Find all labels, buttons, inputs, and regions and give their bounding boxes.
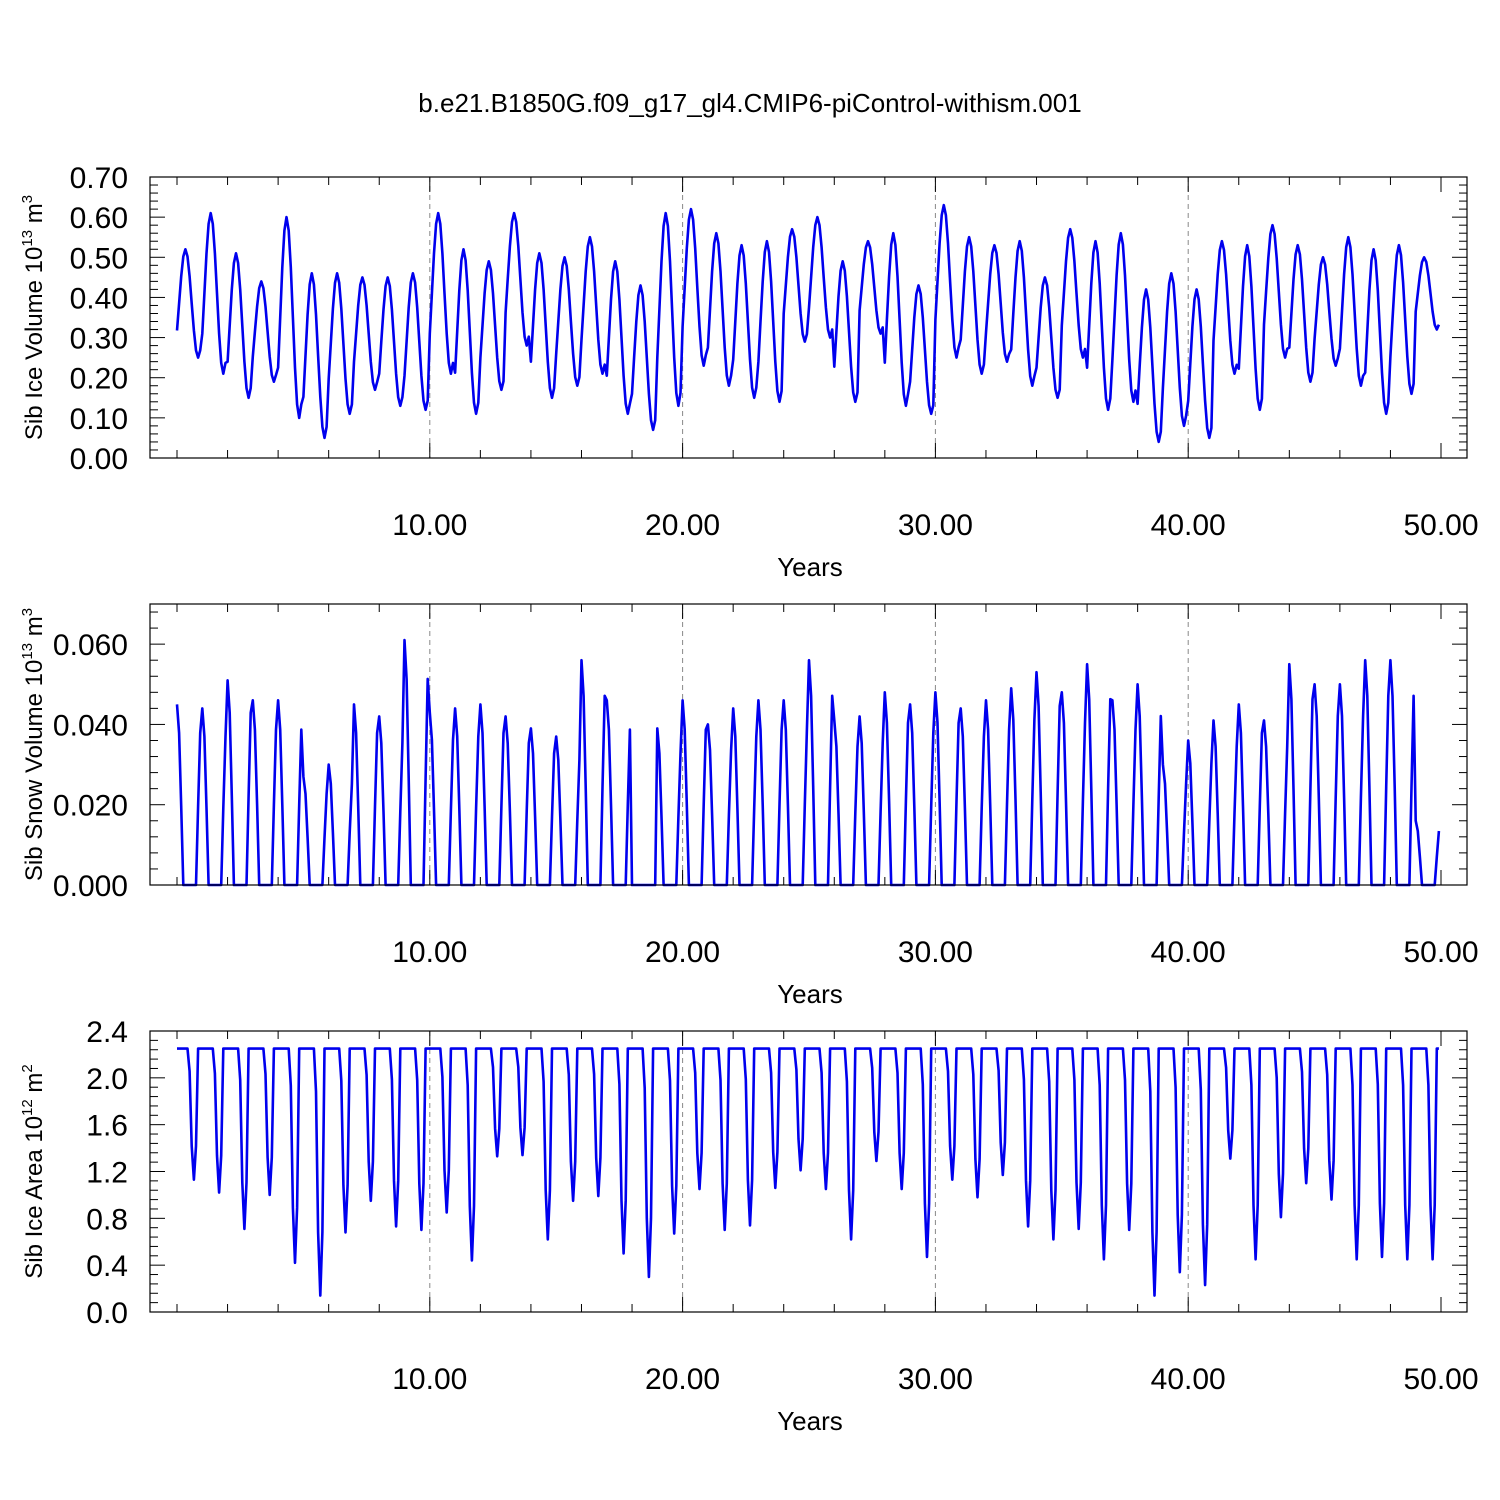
x-tick-label: 30.00 — [898, 509, 973, 542]
panel-1: 0.00 0.10 0.20 0.30 0.40 0.50 0.60 0.70 10.00 20.… — [19, 162, 1479, 582]
x-tick-label: 10.00 — [392, 509, 467, 542]
x-tick-label: 10.00 — [392, 936, 467, 969]
y-tick-label: 0.000 — [53, 870, 128, 903]
x-tick-label: 10.00 — [392, 1363, 467, 1396]
y-tick-label: 0.20 — [70, 363, 128, 396]
x-tick-label: 20.00 — [645, 1363, 720, 1396]
y-tick-label: 0.60 — [70, 202, 128, 235]
x-tick-label: 20.00 — [645, 509, 720, 542]
y-tick-label: 0.30 — [70, 323, 128, 356]
y-tick-label: 0.060 — [53, 629, 128, 662]
x-axis-label: Years — [777, 552, 843, 582]
y-axis-label: Sib Ice Area 1012 m2 — [19, 1064, 48, 1278]
y-tick-label: 0.00 — [70, 443, 128, 476]
y-tick-label: 0.0 — [86, 1297, 128, 1330]
y-axis-label: Sib Snow Volume 1013 m3 — [19, 608, 48, 881]
x-tick-label: 20.00 — [645, 936, 720, 969]
x-axis-label: Years — [777, 979, 843, 1009]
y-tick-label: 1.2 — [86, 1157, 128, 1190]
y-tick-label: 0.70 — [70, 162, 128, 195]
data-series-line — [177, 1047, 1439, 1297]
y-tick-label: 0.040 — [53, 709, 128, 742]
plot-frame — [149, 1030, 1468, 1313]
y-tick-label: 2.4 — [86, 1016, 128, 1049]
y-axis-label: Sib Ice Volume 1013 m3 — [19, 195, 48, 440]
x-tick-label: 50.00 — [1403, 936, 1478, 969]
figure-title: b.e21.B1850G.f09_g17_gl4.CMIP6-piControl… — [418, 88, 1081, 118]
x-tick-label: 30.00 — [898, 1363, 973, 1396]
x-tick-label: 50.00 — [1403, 1363, 1478, 1396]
y-tick-label: 0.50 — [70, 242, 128, 275]
x-tick-label: 40.00 — [1151, 936, 1226, 969]
panel-3: 0.0 0.4 0.8 1.2 1.6 2.0 2.4 10.00 20.00 30.00 40.0… — [19, 1016, 1479, 1436]
plot-frame — [149, 176, 1468, 459]
x-tick-label: 30.00 — [898, 936, 973, 969]
y-tick-label: 0.4 — [86, 1250, 128, 1283]
plot-frame — [149, 603, 1468, 886]
y-tick-label: 1.6 — [86, 1110, 128, 1143]
y-tick-label: 0.10 — [70, 403, 128, 436]
x-tick-label: 40.00 — [1151, 1363, 1226, 1396]
y-tick-label: 2.0 — [86, 1063, 128, 1096]
x-tick-label: 50.00 — [1403, 509, 1478, 542]
y-tick-label: 0.40 — [70, 282, 128, 315]
x-axis-label: Years — [777, 1406, 843, 1436]
y-tick-label: 0.020 — [53, 790, 128, 823]
y-tick-label: 0.8 — [86, 1203, 128, 1236]
x-tick-label: 40.00 — [1151, 509, 1226, 542]
data-series-line — [175, 203, 1441, 444]
data-series-line — [175, 638, 1441, 887]
panel-2: 0.000 0.020 0.040 0.060 10.00 20.00 30.00 40.00… — [19, 603, 1479, 1009]
